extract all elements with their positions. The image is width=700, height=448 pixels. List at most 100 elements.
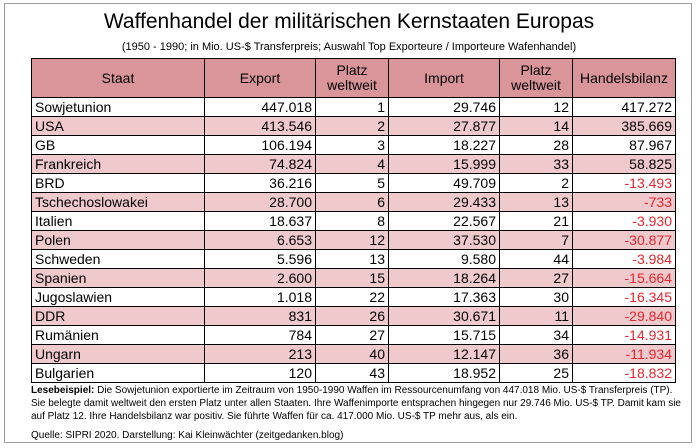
cell-import: 18.264	[388, 268, 500, 288]
cell-staat: BRD	[31, 173, 205, 193]
figure-subtitle: (1950 - 1990; in Mio. US-$ Transferpreis…	[121, 41, 577, 53]
cell-export: 28.700	[204, 192, 316, 212]
arms-trade-table: Staat Export Platz weltweit Import Platz…	[31, 58, 676, 383]
cell-export: 213	[204, 344, 316, 364]
figure-title: Waffenhandel der militärischen Kernstaat…	[103, 10, 595, 33]
cell-export-rank: 15	[315, 268, 389, 288]
cell-export-rank: 4	[315, 154, 389, 174]
cell-import-rank: 28	[499, 135, 573, 155]
cell-import: 29.433	[388, 192, 500, 212]
cell-export-rank: 2	[315, 116, 389, 136]
cell-import: 49.709	[388, 173, 500, 193]
cell-export-rank: 8	[315, 211, 389, 231]
cell-trade-balance: -16.345	[572, 287, 676, 307]
cell-staat: Jugoslawien	[31, 287, 205, 307]
cell-staat: Tschechoslowakei	[31, 192, 205, 212]
cell-trade-balance: -11.934	[572, 344, 676, 364]
table-row: Sowjetunion 447.018 1 29.746 12 417.272	[31, 97, 676, 117]
header-import: Import	[388, 58, 500, 98]
cell-import-rank: 11	[499, 306, 573, 326]
cell-staat: Frankreich	[31, 154, 205, 174]
cell-export-rank: 1	[315, 97, 389, 117]
cell-export-rank: 6	[315, 192, 389, 212]
cell-export: 74.824	[204, 154, 316, 174]
table-row: Rumänien 784 27 15.715 34 -14.931	[31, 325, 676, 345]
cell-export: 36.216	[204, 173, 316, 193]
cell-import-rank: 34	[499, 325, 573, 345]
figure-frame: Waffenhandel der militärischen Kernstaat…	[4, 3, 692, 443]
cell-import: 17.363	[388, 287, 500, 307]
table-row: Polen 6.653 12 37.530 7 -30.877	[31, 230, 676, 250]
cell-export-rank: 43	[315, 363, 389, 383]
header-export: Export	[204, 58, 316, 98]
cell-export: 447.018	[204, 97, 316, 117]
cell-staat: Italien	[31, 211, 205, 231]
cell-staat: Ungarn	[31, 344, 205, 364]
cell-export: 18.637	[204, 211, 316, 231]
table-row: Italien 18.637 8 22.567 21 -3.930	[31, 211, 676, 231]
cell-import-rank: 13	[499, 192, 573, 212]
cell-import-rank: 33	[499, 154, 573, 174]
cell-import: 9.580	[388, 249, 500, 269]
reading-example-text: Die Sowjetunion exportierte im Zeitraum …	[31, 385, 681, 422]
cell-export: 6.653	[204, 230, 316, 250]
cell-trade-balance: -29.840	[572, 306, 676, 326]
cell-export-rank: 22	[315, 287, 389, 307]
source-line: Quelle: SIPRI 2020. Darstellung: Kai Kle…	[31, 430, 344, 441]
reading-example: Lesebeispiel: Die Sowjetunion exportiert…	[31, 384, 681, 423]
cell-import-rank: 12	[499, 97, 573, 117]
table-row: Schweden 5.596 13 9.580 44 -3.984	[31, 249, 676, 269]
cell-import: 15.999	[388, 154, 500, 174]
cell-import: 22.567	[388, 211, 500, 231]
cell-import: 30.671	[388, 306, 500, 326]
cell-export-rank: 40	[315, 344, 389, 364]
header-staat: Staat	[31, 58, 205, 98]
cell-export: 120	[204, 363, 316, 383]
header-import-rank: Platz weltweit	[499, 58, 573, 98]
cell-staat: Polen	[31, 230, 205, 250]
cell-export-rank: 13	[315, 249, 389, 269]
cell-import: 27.877	[388, 116, 500, 136]
cell-import-rank: 7	[499, 230, 573, 250]
cell-export: 106.194	[204, 135, 316, 155]
cell-import-rank: 14	[499, 116, 573, 136]
cell-trade-balance: 417.272	[572, 97, 676, 117]
cell-import: 12.147	[388, 344, 500, 364]
cell-staat: Spanien	[31, 268, 205, 288]
cell-export: 784	[204, 325, 316, 345]
cell-staat: Schweden	[31, 249, 205, 269]
table-row: GB 106.194 3 18.227 28 87.967	[31, 135, 676, 155]
table-body: Sowjetunion 447.018 1 29.746 12 417.272 USA 413…	[31, 97, 676, 383]
cell-trade-balance: -13.493	[572, 173, 676, 193]
cell-export-rank: 27	[315, 325, 389, 345]
cell-trade-balance: -3.930	[572, 211, 676, 231]
cell-export: 2.600	[204, 268, 316, 288]
cell-import-rank: 27	[499, 268, 573, 288]
table-row: Frankreich 74.824 4 15.999 33 58.825	[31, 154, 676, 174]
header-export-rank: Platz weltweit	[315, 58, 389, 98]
cell-import: 18.227	[388, 135, 500, 155]
cell-export-rank: 5	[315, 173, 389, 193]
reading-example-label: Lesebeispiel:	[31, 385, 95, 396]
cell-trade-balance: -733	[572, 192, 676, 212]
cell-export: 1.018	[204, 287, 316, 307]
cell-trade-balance: -14.931	[572, 325, 676, 345]
cell-import: 18.952	[388, 363, 500, 383]
table-row: Ungarn 213 40 12.147 36 -11.934	[31, 344, 676, 364]
cell-import-rank: 2	[499, 173, 573, 193]
table-row: Bulgarien 120 43 18.952 25 -18.832	[31, 363, 676, 383]
cell-staat: Sowjetunion	[31, 97, 205, 117]
table-row: Jugoslawien 1.018 22 17.363 30 -16.345	[31, 287, 676, 307]
cell-import: 15.715	[388, 325, 500, 345]
cell-trade-balance: -3.984	[572, 249, 676, 269]
cell-export-rank: 3	[315, 135, 389, 155]
cell-trade-balance: 58.825	[572, 154, 676, 174]
cell-import: 29.746	[388, 97, 500, 117]
cell-export: 5.596	[204, 249, 316, 269]
cell-staat: Rumänien	[31, 325, 205, 345]
cell-import: 37.530	[388, 230, 500, 250]
cell-export: 831	[204, 306, 316, 326]
cell-import-rank: 30	[499, 287, 573, 307]
cell-export: 413.546	[204, 116, 316, 136]
table-row: BRD 36.216 5 49.709 2 -13.493	[31, 173, 676, 193]
